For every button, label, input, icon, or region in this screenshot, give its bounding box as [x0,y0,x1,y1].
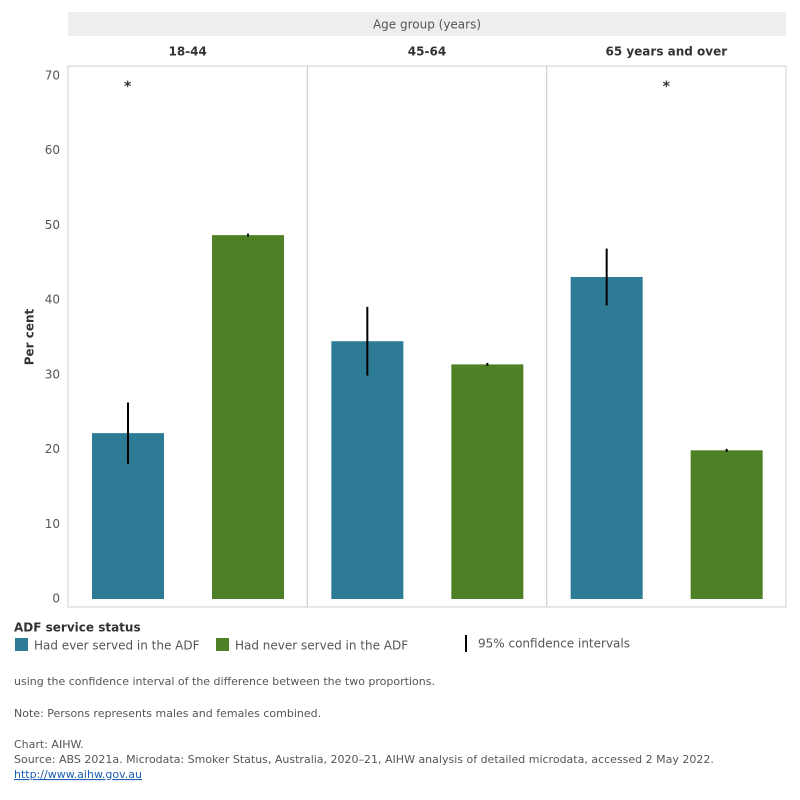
source: Source: ABS 2021a. Microdata: Smoker Sta… [14,753,714,766]
panel-label: 18-44 [168,45,206,59]
facet-header [68,12,786,36]
panel-label: 65 years and over [605,45,727,59]
legend-label: Had ever served in the ADF [34,639,200,653]
y-axis-label: Per cent [23,308,37,365]
panel-label: 45-64 [408,45,446,59]
legend-swatch [15,638,28,651]
credit: Chart: AIHW. [14,738,84,751]
y-tick-label: 0 [52,592,60,606]
significance-marker: * [663,79,671,95]
y-tick-label: 60 [45,143,60,157]
bar [451,364,524,599]
bar [331,341,404,599]
legend-label: Had never served in the ADF [235,639,408,653]
bar [212,235,284,600]
y-tick-label: 30 [45,367,60,381]
y-tick-label: 50 [45,218,60,232]
y-tick-label: 10 [45,517,60,531]
facet-title: Age group (years) [373,18,481,32]
ci-legend-label: 95% confidence intervals [478,637,630,651]
significance-marker: * [124,79,132,95]
bar [690,450,763,599]
note: using the confidence interval of the dif… [14,675,435,688]
panel [546,65,787,608]
y-tick-label: 40 [45,293,60,307]
legend-swatch [216,638,229,651]
link[interactable]: http://www.aihw.gov.au [14,768,142,781]
legend-title: ADF service status [14,621,141,635]
bar [570,276,643,599]
y-tick-label: 70 [45,69,60,83]
y-tick-label: 20 [45,442,60,456]
note: Note: Persons represents males and femal… [14,707,321,720]
